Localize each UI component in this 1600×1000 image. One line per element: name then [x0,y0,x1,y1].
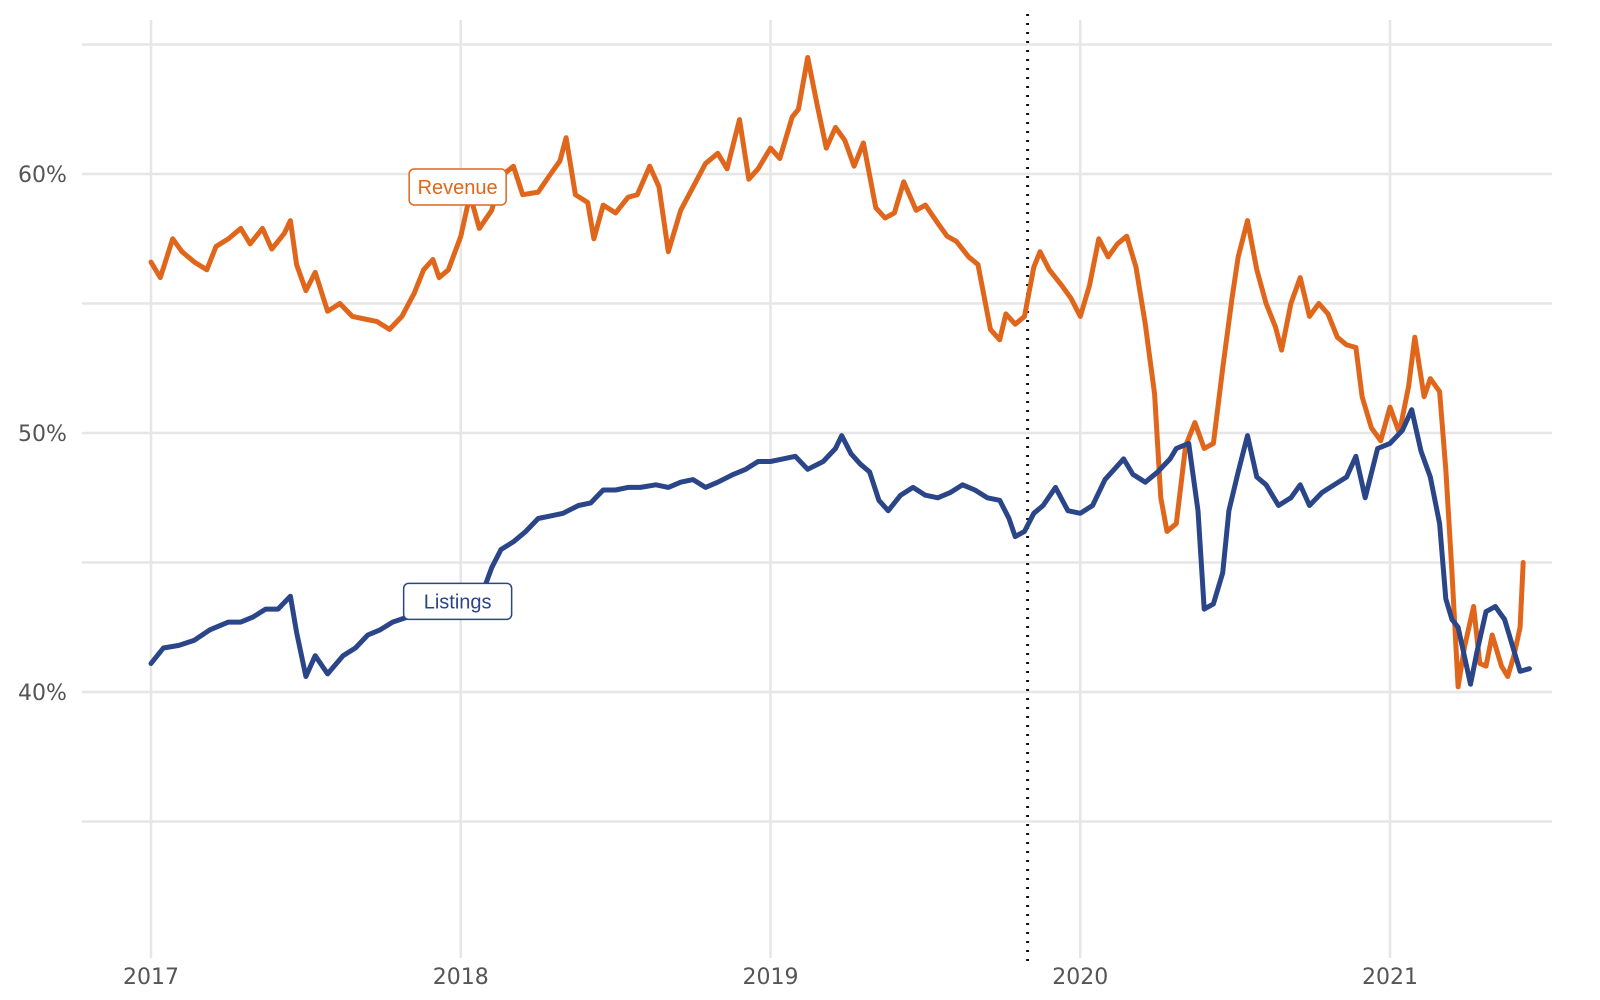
x-axis-tick-labels: 2017 2018 2019 2020 2021 [123,965,1418,990]
series-label-text: Listings [424,591,492,613]
series-label-text: Revenue [418,177,498,199]
y-tick-label: 60% [18,163,67,188]
y-axis-tick-labels: 40% 50% 60% [18,163,67,706]
series-line-revenue [148,55,1526,690]
x-tick-label: 2021 [1362,965,1418,990]
y-tick-label: 40% [18,681,67,706]
series-lines [148,55,1532,690]
series-line-listings [148,407,1532,687]
series-label-box [408,168,507,206]
y-tick-label: 50% [18,422,67,447]
series-label-box [402,582,513,621]
series-label-listings: Listings [402,582,513,621]
x-tick-label: 2017 [123,965,179,990]
series-label-revenue: Revenue [408,168,507,206]
x-tick-label: 2019 [743,965,799,990]
series-labels: Revenue Listings [402,168,513,621]
x-tick-label: 2018 [433,965,489,990]
x-tick-label: 2020 [1052,965,1108,990]
gridlines [82,20,1552,958]
